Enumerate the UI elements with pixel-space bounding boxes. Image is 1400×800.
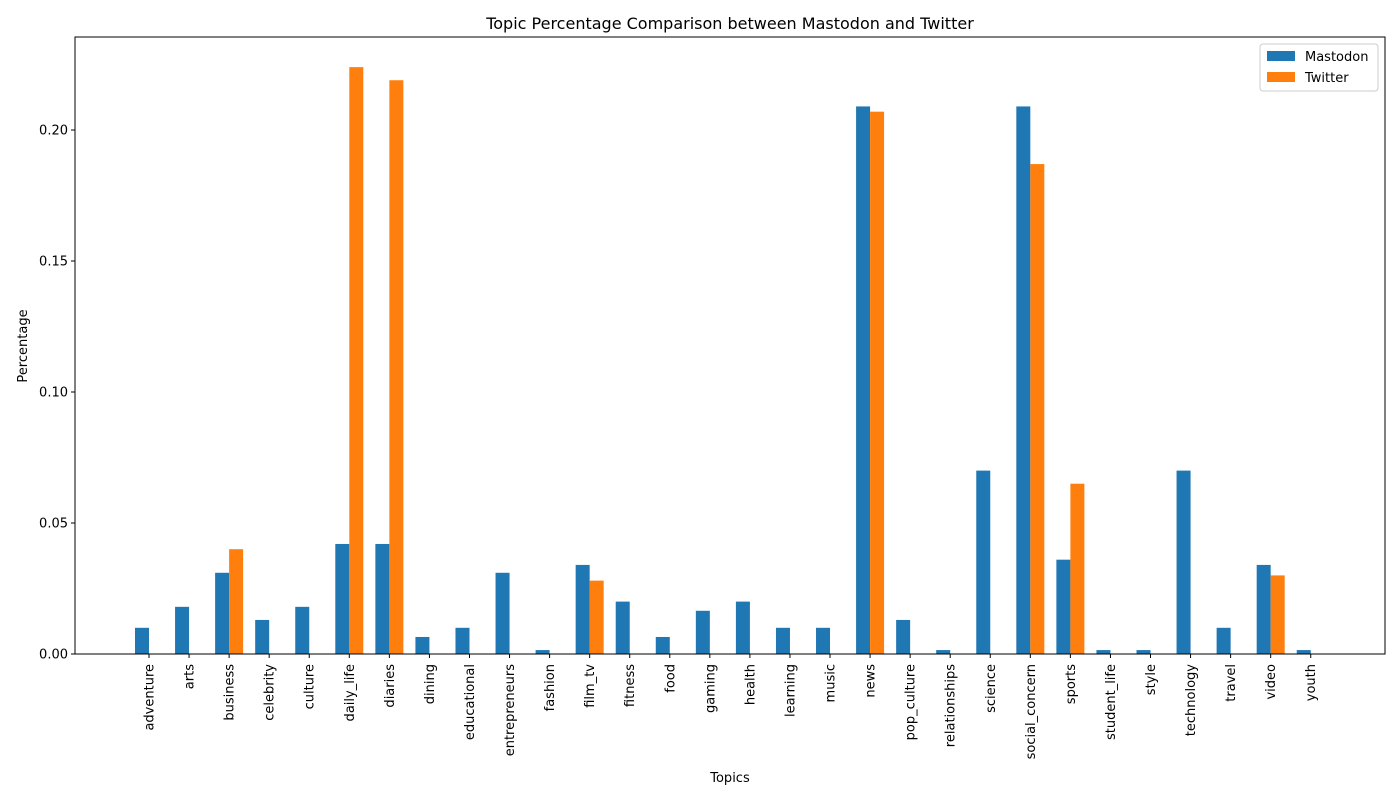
bar-mastodon-daily_life	[335, 543, 350, 654]
x-tick-label-adventure: adventure	[143, 664, 158, 731]
bar-mastodon-style	[1136, 650, 1151, 654]
bar-mastodon-video	[1256, 564, 1271, 654]
y-tick-label: 0.10	[39, 386, 68, 401]
x-tick-label-health: health	[743, 664, 758, 705]
x-tick-label-social_concern: social_concern	[1024, 664, 1039, 759]
bar-mastodon-music	[816, 627, 831, 654]
bar-mastodon-celebrity	[255, 619, 270, 654]
x-tick-label-fitness: fitness	[623, 664, 638, 707]
x-tick-label-music: music	[824, 664, 839, 702]
bar-twitter-diaries	[389, 80, 404, 654]
x-tick-label-student_life: student_life	[1104, 664, 1119, 740]
x-tick-label-arts: arts	[183, 664, 198, 689]
bar-mastodon-dining	[415, 636, 430, 654]
x-tick-label-pop_culture: pop_culture	[904, 664, 919, 740]
x-tick-label-gaming: gaming	[703, 664, 718, 713]
bar-mastodon-fitness	[615, 601, 630, 654]
bar-mastodon-news	[856, 106, 871, 654]
bar-mastodon-travel	[1216, 627, 1231, 654]
bar-mastodon-fashion	[535, 650, 550, 654]
x-tick-label-science: science	[984, 664, 999, 713]
y-tick-label: 0.20	[39, 124, 68, 139]
y-axis-title: Percentage	[16, 309, 31, 382]
bar-mastodon-technology	[1176, 470, 1191, 654]
x-tick-label-youth: youth	[1304, 664, 1319, 701]
x-tick-label-food: food	[663, 664, 678, 693]
x-tick-label-educational: educational	[463, 664, 478, 740]
x-tick-label-business: business	[223, 664, 238, 721]
bar-twitter-social_concern	[1030, 164, 1045, 655]
bar-twitter-video	[1270, 575, 1285, 654]
bar-mastodon-food	[655, 636, 670, 654]
x-tick-label-fashion: fashion	[543, 664, 558, 711]
bar-mastodon-relationships	[936, 650, 951, 654]
plot-area: 0.00 0.05 0.10 0.15 0.20 adventure arts busines…	[39, 36, 1386, 759]
x-axis-title: Topics	[709, 771, 750, 786]
bar-mastodon-science	[976, 470, 991, 654]
bar-mastodon-learning	[775, 627, 790, 654]
x-tick-label-celebrity: celebrity	[263, 664, 278, 721]
bar-mastodon-student_life	[1096, 650, 1111, 654]
x-tick-label-culture: culture	[303, 664, 318, 709]
legend-label-twitter: Twitter	[1304, 71, 1349, 86]
bar-mastodon-pop_culture	[896, 619, 911, 654]
x-tick-label-learning: learning	[783, 664, 798, 717]
bar-twitter-news	[870, 111, 885, 654]
x-tick-label-diaries: diaries	[383, 664, 398, 708]
x-tick-label-style: style	[1144, 664, 1159, 695]
bar-mastodon-health	[735, 601, 750, 654]
chart-title: Topic Percentage Comparison between Mast…	[485, 14, 974, 33]
bar-mastodon-educational	[455, 627, 470, 654]
x-tick-label-news: news	[864, 664, 879, 698]
x-tick-label-daily_life: daily_life	[343, 664, 358, 721]
bar-mastodon-sports	[1056, 559, 1071, 654]
legend: Mastodon Twitter	[1259, 43, 1379, 92]
bar-mastodon-culture	[295, 606, 310, 654]
bar-twitter-daily_life	[349, 67, 364, 654]
legend-label-mastodon: Mastodon	[1305, 50, 1368, 65]
bar-mastodon-business	[215, 572, 230, 654]
bar-mastodon-diaries	[375, 543, 390, 654]
y-tick-label: 0.05	[39, 517, 68, 532]
x-tick-label-video: video	[1264, 664, 1279, 700]
y-tick-label: 0.15	[39, 255, 68, 270]
x-tick-label-relationships: relationships	[944, 664, 959, 747]
bar-twitter-sports	[1070, 483, 1085, 654]
legend-swatch-mastodon	[1267, 51, 1295, 61]
x-tick-label-dining: dining	[423, 664, 438, 704]
x-tick-label-entrepreneurs: entrepreneurs	[503, 664, 518, 757]
x-tick-label-sports: sports	[1064, 664, 1079, 704]
x-tick-label-technology: technology	[1184, 664, 1199, 736]
bar-mastodon-gaming	[695, 610, 710, 654]
bar-twitter-film_tv	[589, 580, 604, 654]
x-tick-label-film_tv: film_tv	[583, 664, 598, 708]
axes-frame	[74, 36, 1386, 655]
legend-swatch-twitter	[1267, 72, 1295, 82]
y-tick-label: 0.00	[39, 648, 68, 663]
bar-mastodon-film_tv	[575, 564, 590, 654]
bar-mastodon-youth	[1296, 650, 1311, 654]
bar-mastodon-arts	[175, 606, 190, 654]
bar-mastodon-social_concern	[1016, 106, 1031, 654]
x-tick-label-travel: travel	[1224, 664, 1239, 702]
bar-mastodon-entrepreneurs	[495, 572, 510, 654]
bar-twitter-business	[229, 549, 244, 654]
bar-mastodon-adventure	[135, 627, 149, 654]
